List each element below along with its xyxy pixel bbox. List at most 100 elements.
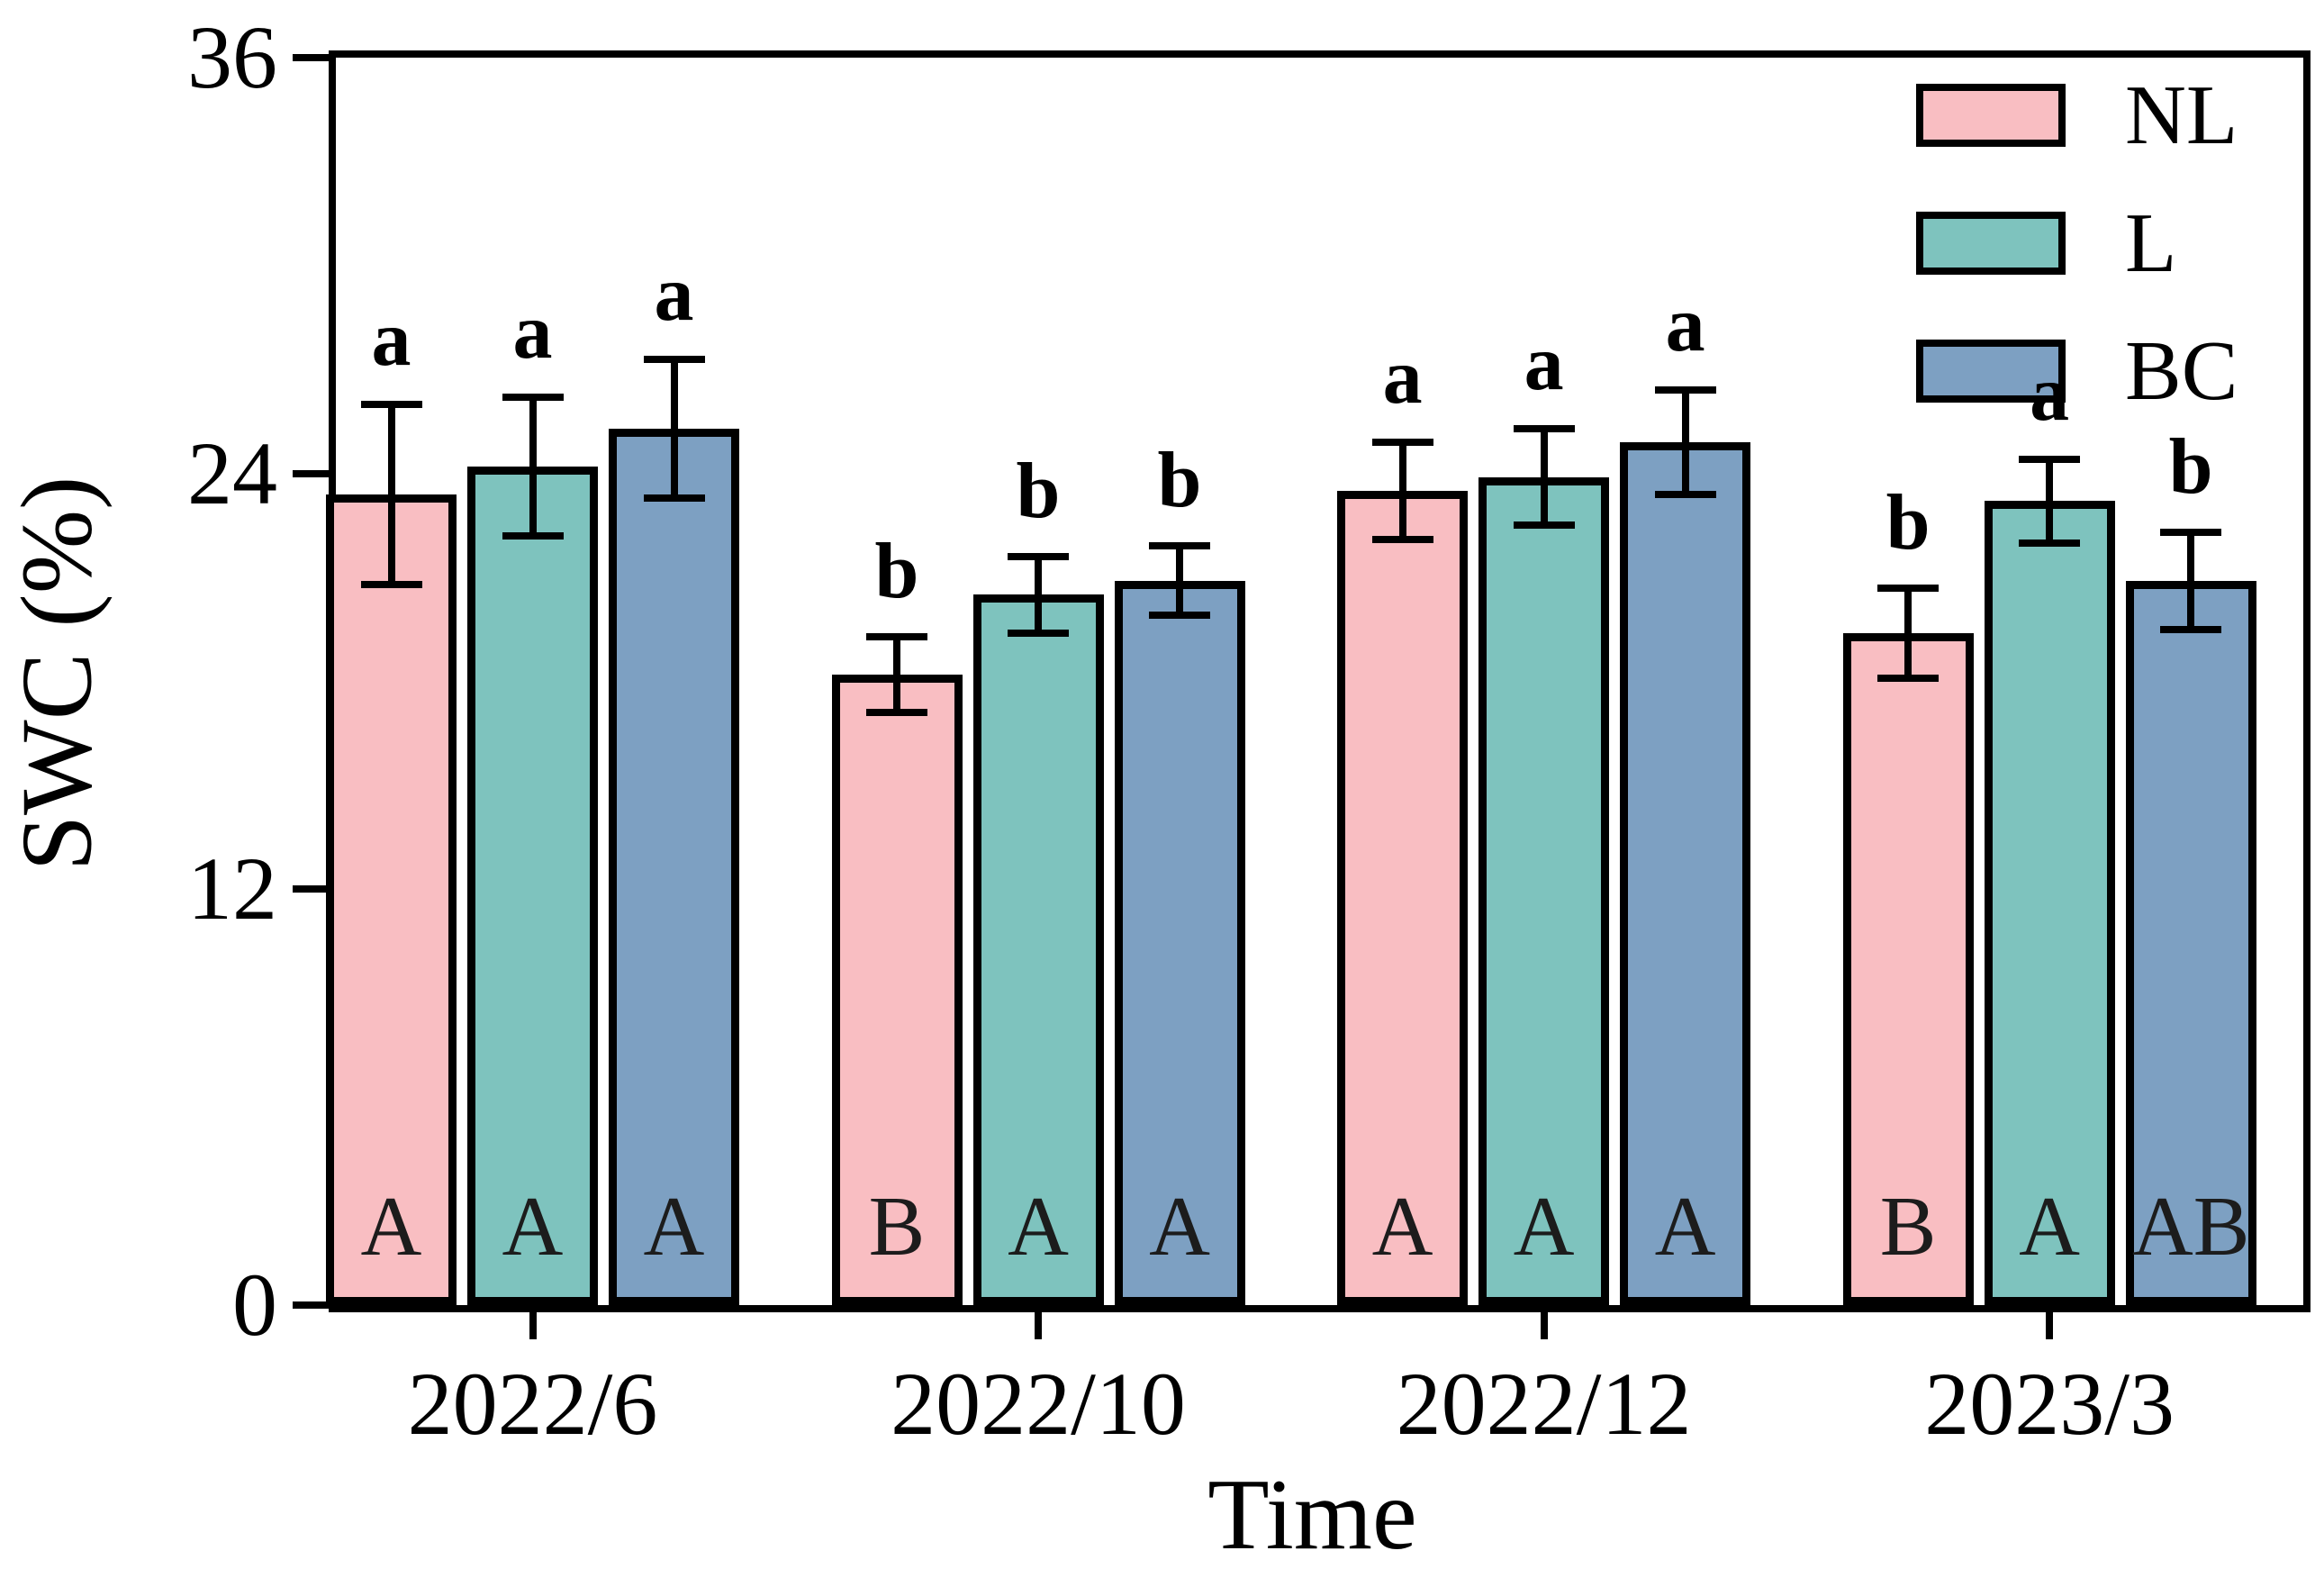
sig-letter-L-2023/3: a bbox=[2030, 350, 2070, 439]
base-letter-L-2022/12: A bbox=[1513, 1180, 1575, 1274]
y-tick-mark-12 bbox=[293, 885, 329, 893]
sig-letter-NL-2022/6: a bbox=[371, 295, 411, 383]
sig-letter-NL-2022/12: a bbox=[1382, 333, 1423, 422]
base-letter-L-2023/3: A bbox=[2019, 1180, 2081, 1274]
base-letter-NL-2022/10: B bbox=[868, 1180, 926, 1274]
error-cap-bottom-NL-2022/12 bbox=[1371, 535, 1433, 543]
plot-area: NL L BC 0 12 24 36 2022/6 2022/10 2022/12 2023/3 a… bbox=[187, 7, 2310, 1454]
error-bar-L-2022/12 bbox=[1540, 428, 1548, 526]
sig-letter-L-2022/10: b bbox=[1016, 448, 1061, 535]
legend-row-L: L bbox=[1916, 200, 2278, 286]
error-cap-bottom-BC-2023/3 bbox=[2160, 625, 2222, 633]
legend-swatch-L bbox=[1916, 212, 2066, 275]
error-cap-bottom-L-2023/3 bbox=[2019, 539, 2081, 547]
error-bar-L-2022/6 bbox=[529, 397, 537, 536]
error-cap-top-BC-2022/10 bbox=[1149, 542, 1211, 550]
error-cap-bottom-NL-2023/3 bbox=[1877, 674, 1940, 682]
x-tick-mark-2022/6 bbox=[529, 1305, 537, 1339]
error-cap-bottom-L-2022/12 bbox=[1513, 521, 1575, 530]
error-cap-bottom-NL-2022/6 bbox=[360, 580, 422, 588]
error-cap-top-BC-2023/3 bbox=[2160, 529, 2222, 537]
legend-swatch-BC bbox=[1916, 340, 2066, 403]
sig-letter-BC-2022/10: b bbox=[1157, 437, 1202, 525]
error-cap-top-NL-2022/10 bbox=[866, 632, 928, 640]
error-cap-top-L-2022/10 bbox=[1008, 553, 1070, 560]
error-cap-bottom-BC-2022/10 bbox=[1149, 612, 1211, 620]
sig-letter-L-2022/6: a bbox=[512, 288, 553, 376]
bar-BC-2022/10 bbox=[1114, 580, 1245, 1305]
error-bar-NL-2022/6 bbox=[387, 404, 395, 585]
error-bar-NL-2022/10 bbox=[893, 636, 901, 713]
base-letter-BC-2023/3: AB bbox=[2131, 1180, 2250, 1274]
error-cap-top-NL-2022/6 bbox=[360, 400, 422, 408]
base-letter-L-2022/10: A bbox=[1008, 1180, 1069, 1274]
y-tick-label-24: 24 bbox=[187, 422, 277, 523]
legend-label-BC: BC bbox=[2125, 324, 2238, 418]
y-tick-label-0: 0 bbox=[232, 1255, 277, 1355]
error-bar-L-2023/3 bbox=[2046, 459, 2054, 543]
base-letter-NL-2022/12: A bbox=[1371, 1180, 1433, 1274]
error-cap-bottom-NL-2022/10 bbox=[866, 709, 928, 717]
error-bar-BC-2022/12 bbox=[1681, 390, 1689, 494]
error-bar-NL-2023/3 bbox=[1904, 587, 1913, 678]
x-tick-label-2022/6: 2022/6 bbox=[407, 1354, 658, 1454]
bar-BC-2023/3 bbox=[2125, 580, 2256, 1305]
bar-L-2022/12 bbox=[1478, 476, 1610, 1305]
y-tick-mark-24 bbox=[293, 469, 329, 477]
error-cap-top-L-2022/6 bbox=[502, 394, 564, 402]
bar-BC-2022/12 bbox=[1620, 442, 1751, 1305]
error-cap-top-NL-2023/3 bbox=[1877, 584, 1940, 592]
x-axis-title: Time bbox=[1207, 1459, 1417, 1571]
bar-NL-2022/12 bbox=[1337, 490, 1469, 1305]
y-tick-label-36: 36 bbox=[187, 7, 277, 107]
bar-NL-2022/10 bbox=[831, 674, 963, 1305]
sig-letter-L-2022/12: a bbox=[1524, 319, 1564, 407]
x-tick-label-2022/10: 2022/10 bbox=[891, 1354, 1186, 1454]
legend-row-NL: NL bbox=[1916, 72, 2278, 159]
x-tick-mark-2022/12 bbox=[1540, 1305, 1548, 1339]
y-tick-label-12: 12 bbox=[187, 839, 277, 939]
x-tick-mark-2023/3 bbox=[2046, 1305, 2054, 1339]
error-bar-L-2022/10 bbox=[1035, 557, 1043, 633]
sig-letter-BC-2022/6: a bbox=[654, 249, 694, 338]
bar-L-2022/6 bbox=[467, 466, 598, 1305]
bar-BC-2022/6 bbox=[609, 428, 739, 1305]
base-letter-NL-2022/6: A bbox=[360, 1180, 422, 1274]
error-cap-top-BC-2022/12 bbox=[1654, 386, 1716, 394]
sig-letter-NL-2022/10: b bbox=[874, 527, 919, 615]
legend-swatch-NL bbox=[1916, 84, 2066, 147]
base-letter-BC-2022/12: A bbox=[1654, 1180, 1716, 1274]
x-tick-mark-2022/10 bbox=[1035, 1305, 1043, 1339]
legend-label-NL: NL bbox=[2125, 68, 2238, 162]
x-tick-label-2022/12: 2022/12 bbox=[1396, 1354, 1692, 1454]
sig-letter-BC-2023/3: b bbox=[2168, 423, 2213, 512]
base-letter-NL-2023/3: B bbox=[1879, 1180, 1937, 1274]
y-tick-mark-36 bbox=[293, 54, 329, 61]
error-cap-top-BC-2022/6 bbox=[643, 355, 705, 363]
bar-L-2022/10 bbox=[972, 594, 1104, 1305]
base-letter-L-2022/6: A bbox=[502, 1180, 564, 1274]
x-tick-label-2023/3: 2023/3 bbox=[1924, 1354, 2175, 1454]
sig-letter-BC-2022/12: a bbox=[1665, 281, 1705, 369]
base-letter-BC-2022/10: A bbox=[1149, 1180, 1210, 1274]
error-bar-BC-2022/6 bbox=[670, 358, 678, 498]
error-bar-BC-2023/3 bbox=[2187, 532, 2195, 630]
error-bar-NL-2022/12 bbox=[1398, 442, 1406, 540]
legend: NL L BC bbox=[1916, 72, 2278, 414]
legend-label-L: L bbox=[2125, 196, 2177, 290]
error-cap-bottom-BC-2022/12 bbox=[1654, 490, 1716, 498]
y-axis-title: SWC (%) bbox=[1, 476, 113, 872]
y-tick-mark-0 bbox=[293, 1301, 329, 1309]
error-cap-bottom-L-2022/10 bbox=[1008, 629, 1070, 637]
error-bar-BC-2022/10 bbox=[1176, 546, 1184, 616]
base-letter-BC-2022/6: A bbox=[643, 1180, 705, 1274]
error-cap-bottom-L-2022/6 bbox=[502, 531, 564, 540]
legend-row-BC: BC bbox=[1916, 328, 2278, 414]
error-cap-top-L-2023/3 bbox=[2019, 456, 2081, 464]
bar-NL-2023/3 bbox=[1842, 632, 1974, 1305]
error-cap-bottom-BC-2022/6 bbox=[643, 494, 705, 502]
error-cap-top-L-2022/12 bbox=[1513, 424, 1575, 432]
bar-L-2023/3 bbox=[1984, 501, 2115, 1305]
error-cap-top-NL-2022/12 bbox=[1371, 439, 1433, 447]
